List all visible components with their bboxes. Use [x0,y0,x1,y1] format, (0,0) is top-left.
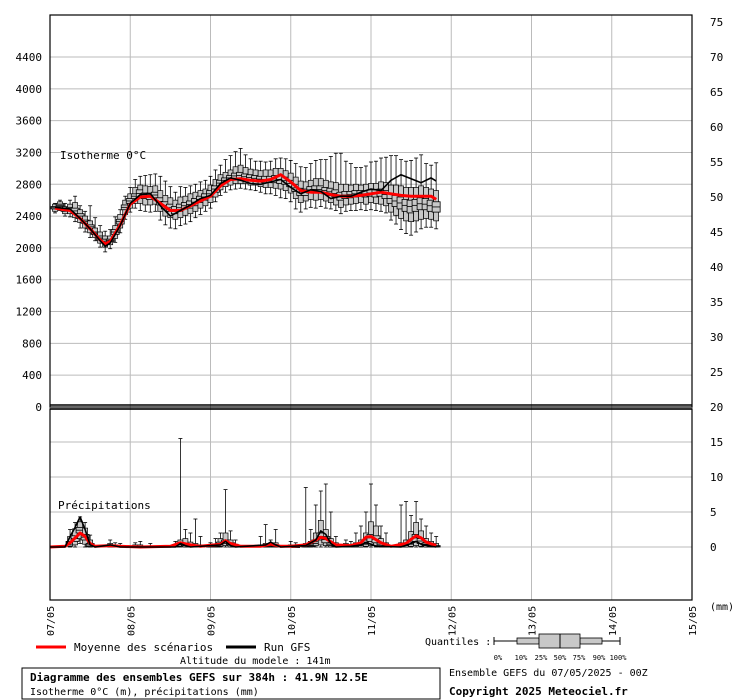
temp-box [246,158,256,191]
right-tick-label: 40 [710,261,723,274]
quantile-tick: 50% [554,654,567,662]
right-tick-label: 25 [710,366,723,379]
quantile-tick: 100% [610,654,628,662]
temp-box [181,187,190,225]
legend-mean-label: Moyenne des scénarios [74,641,213,654]
left-tick-label: 2000 [16,242,43,255]
temp-panel-frame [49,14,693,408]
right-tick-label: 55 [710,156,723,169]
x-date-label: 12/05 [447,606,458,636]
legend: Moyenne des scénarios Run GFS Altitude d… [36,633,648,698]
precip-panel-frame [49,408,693,601]
quantile-tick: 10% [515,654,528,662]
info-box-title: Diagramme des ensembles GEFS sur 384h : … [30,671,368,684]
right-tick-label: 75 [710,16,723,29]
right-tick-label: 30 [710,331,723,344]
quantiles-label: Quantiles : [425,637,491,648]
copyright-text: Copyright 2025 Meteociel.fr [449,685,628,698]
ensemble-text: Ensemble GEFS du 07/05/2025 - 00Z [449,668,648,679]
quantile-tick: 0% [494,654,503,662]
x-date-label: 15/05 [688,606,699,636]
temp-panel-label: Isotherme 0°C [60,149,146,162]
precipitation-boxes [65,438,441,548]
x-date-label: 07/05 [46,606,57,636]
precip-panel-label: Précipitations [58,499,151,512]
precip-box [175,438,185,548]
right-tick-label: 50 [710,191,723,204]
series-lines [49,173,437,549]
left-tick-label: 3600 [16,115,43,128]
x-date-label: 14/05 [608,606,619,636]
left-tick-label: 1200 [16,306,43,319]
temp-box [431,162,441,230]
right-tick-label: 0 [710,541,717,554]
right-tick-label: 35 [710,296,723,309]
left-tick-label: 2400 [16,210,43,223]
legend-run-label: Run GFS [264,641,310,654]
left-tick-label: 3200 [16,146,43,159]
x-date-label: 08/05 [126,606,137,636]
info-box-subtitle: Isotherme 0°C (m), précipitations (mm) [30,686,259,698]
altitude-text: Altitude du modele : 141m [180,656,331,667]
x-date-label: 10/05 [287,606,298,636]
quantile-key [493,633,621,649]
right-tick-label: 10 [710,471,723,484]
left-tick-label: 800 [22,337,42,350]
left-tick-label: 4400 [16,51,43,64]
left-tick-label: 2800 [16,178,43,191]
quantile-tick: 25% [535,654,548,662]
precip-box [221,489,230,548]
info-box: Diagramme des ensembles GEFS sur 384h : … [21,667,441,700]
left-tick-label: 4000 [16,83,43,96]
left-tick-label: 1600 [16,274,43,287]
quantile-tick: 90% [593,654,606,662]
right-tick-label: 15 [710,436,723,449]
temperature-boxes [50,148,441,253]
left-tick-label: 0 [35,401,42,414]
x-date-label: 13/05 [528,606,539,636]
right-tick-label: 70 [710,51,723,64]
x-date-label: 09/05 [207,606,218,636]
temp-box [391,155,401,225]
quantile-tick-labels: 0% 10% 25% 50% 75% 90% 100% [494,654,627,662]
temp-box [206,175,215,209]
temp-box [231,151,240,190]
precip-box [301,487,311,548]
quantile-tick: 75% [573,654,586,662]
right-tick-label: 5 [710,506,717,519]
precip-run-line [50,516,437,548]
temp-box [401,160,411,234]
temp-box [321,159,331,209]
temp-run-line [54,173,437,248]
axes: 0400800120016002000240028003200360040004… [16,14,723,636]
x-unit-label: (mm) [710,602,734,613]
right-tick-label: 65 [710,86,723,99]
right-tick-label: 45 [710,226,723,239]
temp-box [316,159,326,207]
right-tick-label: 20 [710,401,723,414]
right-tick-label: 60 [710,121,723,134]
x-date-label: 11/05 [367,606,378,636]
left-tick-label: 400 [22,369,42,382]
